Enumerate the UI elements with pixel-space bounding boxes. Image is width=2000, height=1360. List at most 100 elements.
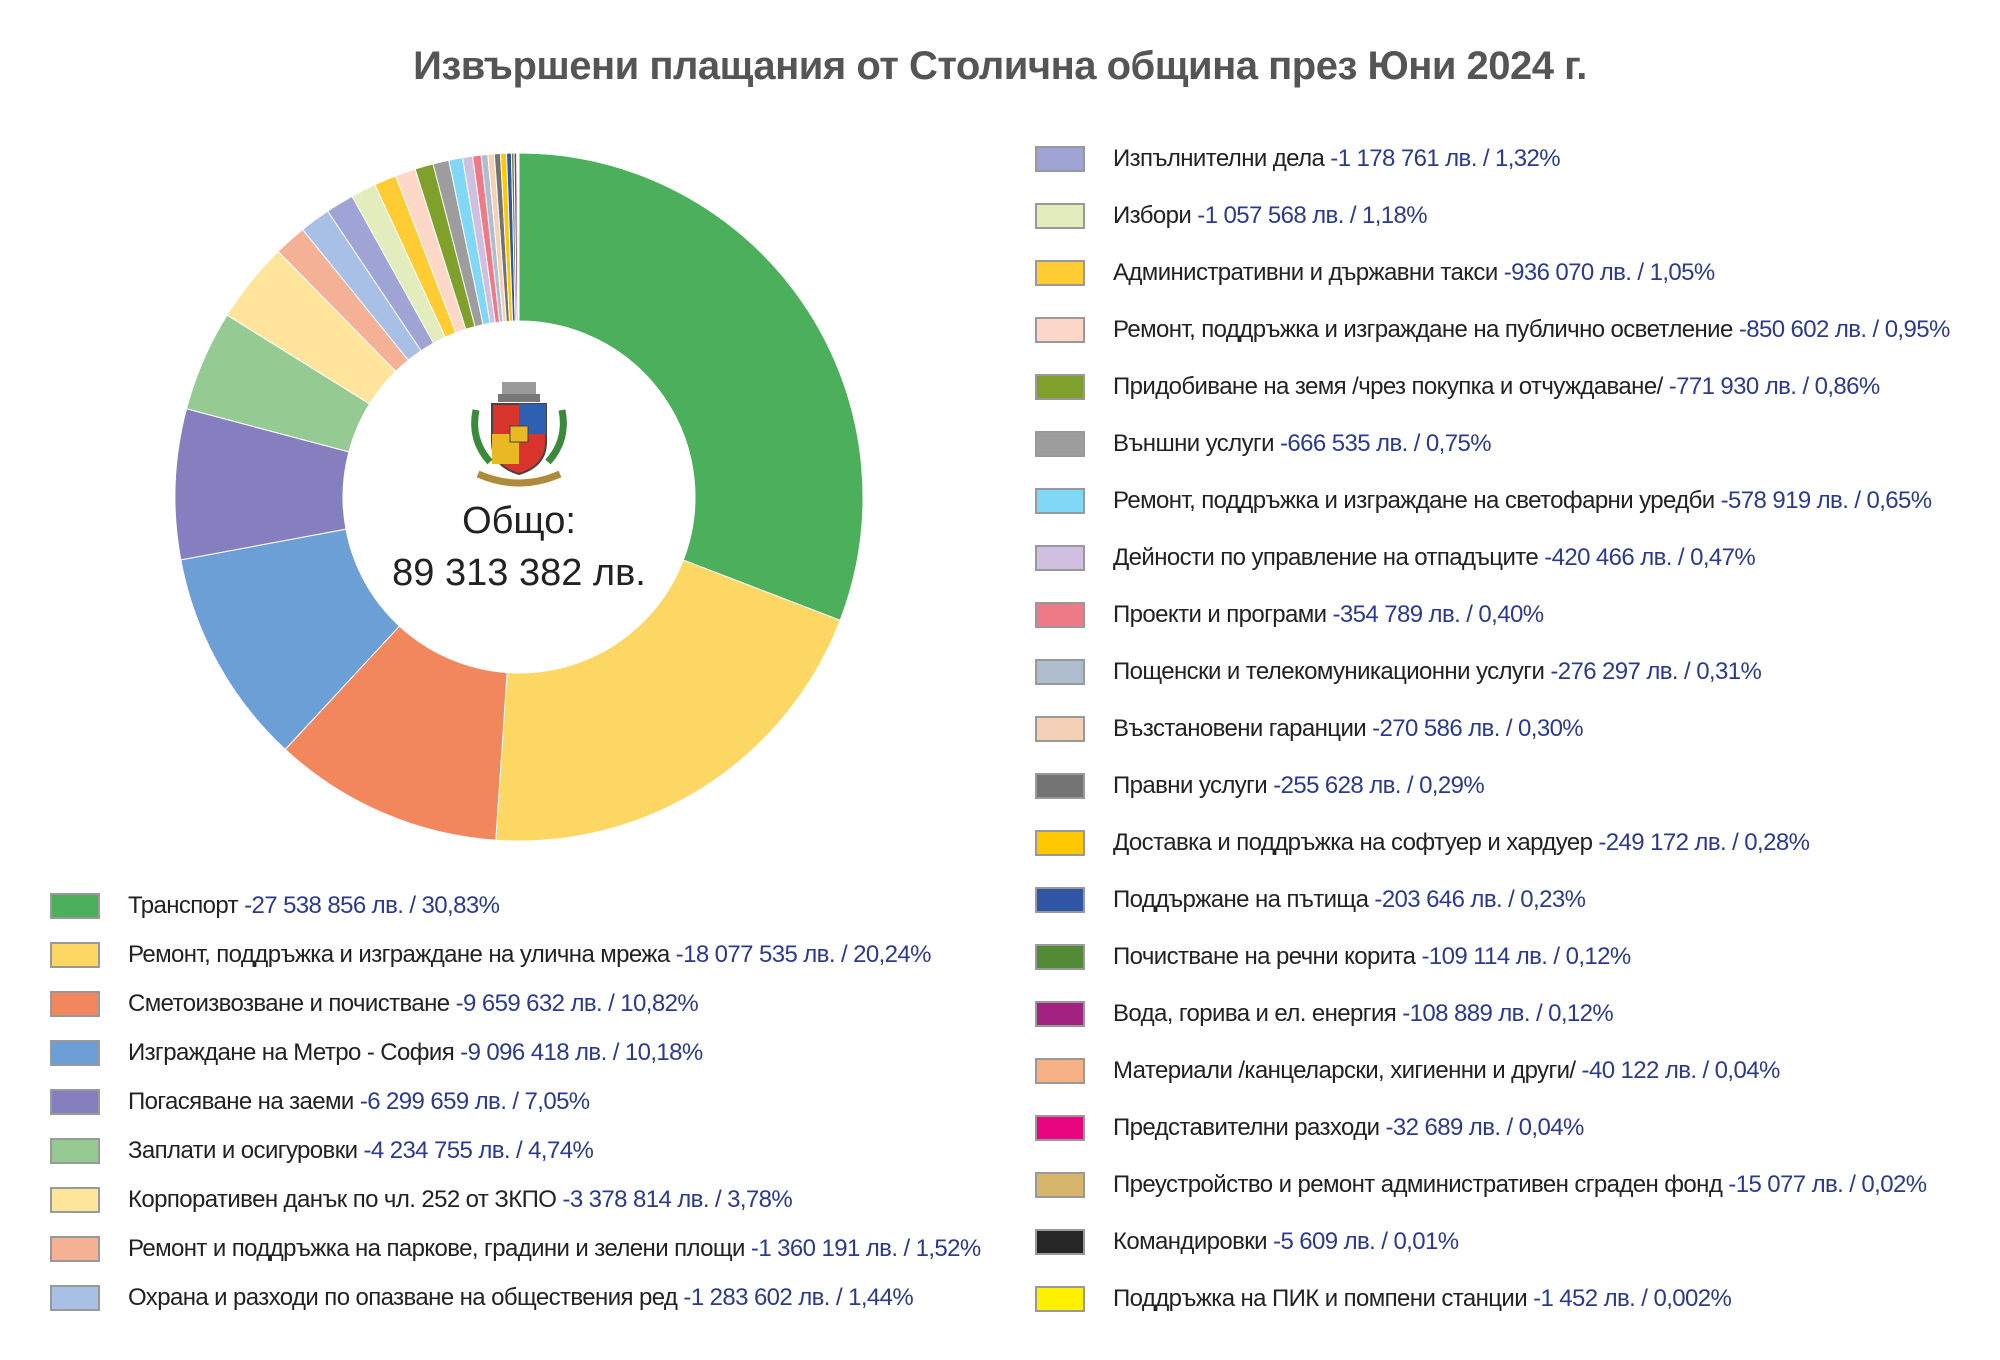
legend-percent: 0,002% [1653,1285,1732,1312]
chart-title: Извършени плащания от Столична община пр… [413,44,1587,88]
legend-label: Външни услуги [1113,430,1275,457]
legend-amount: 15 077 лв. [1735,1171,1844,1198]
legend-separator: / [1796,373,1815,400]
legend-item: Ремонт, поддръжка и изграждане на улична… [50,941,932,969]
legend-separator: - [1326,601,1341,628]
legend-item: Правни услуги - 255 628 лв. / 0,29% [1035,772,1485,800]
legend-item: Външни услуги - 666 535 лв. / 0,75% [1035,430,1492,458]
legend-amount: 666 535 лв. [1287,430,1408,457]
legend-percent: 4,74% [528,1137,594,1164]
legend-percent: 10,18% [624,1039,703,1066]
legend-swatch [1035,716,1085,742]
legend-item: Ремонт, поддръжка и изграждане на светоф… [1035,487,1932,515]
legend-item: Корпоративен данък по чл. 252 от ЗКПО - … [50,1186,793,1214]
legend-label: Ремонт, поддръжка и изграждане на публич… [1113,316,1733,343]
center-total-label: Общо: [462,500,576,542]
legend-item: Доставка и поддръжка на софтуер и хардуе… [1035,829,1810,857]
legend-label: Административни и държавни такси [1113,259,1498,286]
legend-item: Транспорт - 27 538 856 лв. / 30,83% [50,892,500,920]
legend-amount: 255 628 лв. [1280,772,1402,799]
legend-percent: 0,12% [1548,1000,1614,1027]
legend-amount: 578 919 лв. [1728,487,1849,514]
legend-swatch [1035,1172,1085,1198]
legend-separator: - [556,1186,570,1213]
legend-label: Ремонт, поддръжка и изграждане на улична… [128,941,670,968]
legend-separator: / [1635,1285,1654,1312]
legend-item: Поддръжка на ПИК и помпени станции - 1 4… [1035,1285,1732,1313]
sofia-coat-of-arms-icon [471,382,567,487]
legend-swatch [1035,146,1085,172]
legend-item: Охрана и разходи по опазване на обществе… [50,1284,914,1312]
legend-separator: - [1527,1285,1541,1312]
legend-percent: 0,86% [1814,373,1881,400]
legend-swatch [1035,773,1085,799]
legend-percent: 1,44% [848,1284,914,1311]
legend-swatch [1035,1058,1085,1084]
legend-swatch [50,1285,100,1311]
legend-separator: / [1547,943,1566,970]
legend-percent: 1,05% [1649,259,1716,286]
legend-item: Административни и държавни такси - 936 0… [1035,259,1715,287]
legend-separator: / [1671,544,1691,571]
legend-label: Ремонт, поддръжка и изграждане на светоф… [1113,487,1715,514]
legend-separator: / [708,1186,728,1213]
legend-separator: - [454,1039,468,1066]
legend-item: Вода, горива и ел. енергия - 108 889 лв.… [1035,1000,1614,1028]
legend-separator: / [1375,1228,1394,1255]
legend-percent: 0,31% [1696,658,1762,685]
legend-separator: - [449,990,464,1017]
legend-item: Избори - 1 057 568 лв. / 1,18% [1035,202,1428,230]
legend-item: Командировки - 5 609 лв. / 0,01% [1035,1228,1459,1256]
legend-separator: - [744,1235,759,1262]
legend-amount: 1 178 761 лв. [1337,145,1478,172]
legend-percent: 0,04% [1714,1057,1781,1084]
legend-label: Проекти и програми [1113,601,1327,628]
legend-separator: / [834,941,854,968]
legend-separator: - [1497,259,1512,286]
legend-separator: - [1267,1228,1281,1255]
legend-percent: 0,28% [1744,829,1810,856]
legend-label: Почистване на речни корита [1113,943,1416,970]
legend-item: Изграждане на Метро - София - 9 096 418 … [50,1039,703,1067]
legend-label: Представителни разходи [1113,1114,1380,1141]
legend-separator: - [1267,772,1281,799]
legend-separator: - [357,1137,371,1164]
legend-amount: 108 889 лв. [1409,1000,1531,1027]
legend-amount: 40 122 лв. [1588,1057,1697,1084]
legend-percent: 0,47% [1690,544,1756,571]
legend-separator: - [669,941,684,968]
legend-separator: - [1396,1000,1410,1027]
legend-label: Командировки [1113,1228,1268,1255]
legend-swatch [1035,1286,1085,1312]
legend-swatch [50,1138,100,1164]
legend-separator: / [1499,715,1518,742]
legend-swatch [50,942,100,968]
legend-separator: - [1191,202,1205,229]
legend-separator: - [1575,1057,1590,1084]
legend-label: Охрана и разходи по опазване на обществе… [128,1284,678,1311]
legend-separator: - [1366,715,1380,742]
legend-swatch [1035,1001,1085,1027]
legend-percent: 1,32% [1494,145,1561,172]
donut-hole [343,321,695,673]
legend-label: Заплати и осигуровки [128,1137,358,1164]
legend-separator: / [1848,487,1867,514]
legend-separator: / [1696,1057,1715,1084]
legend-separator: / [506,1088,525,1115]
legend-amount: 6 299 659 лв. [367,1088,507,1115]
legend-label: Пощенски и телекомуникационни услуги [1113,658,1545,685]
legend-percent: 1,52% [915,1235,982,1262]
legend-percent: 0,95% [1884,316,1951,343]
legend-amount: 270 586 лв. [1379,715,1501,742]
legend-percent: 3,78% [727,1186,793,1213]
legend-swatch [1035,1229,1085,1255]
legend-amount: 9 659 632 лв. [463,990,603,1017]
legend-separator: / [606,1039,625,1066]
legend-percent: 0,12% [1565,943,1632,970]
legend-amount: 1 452 лв. [1540,1285,1636,1312]
legend-percent: 1,18% [1361,202,1428,229]
legend-item: Заплати и осигуровки - 4 234 755 лв. / 4… [50,1137,594,1165]
legend-label: Дейности по управление на отпадъците [1113,544,1539,571]
legend-separator: / [602,990,621,1017]
